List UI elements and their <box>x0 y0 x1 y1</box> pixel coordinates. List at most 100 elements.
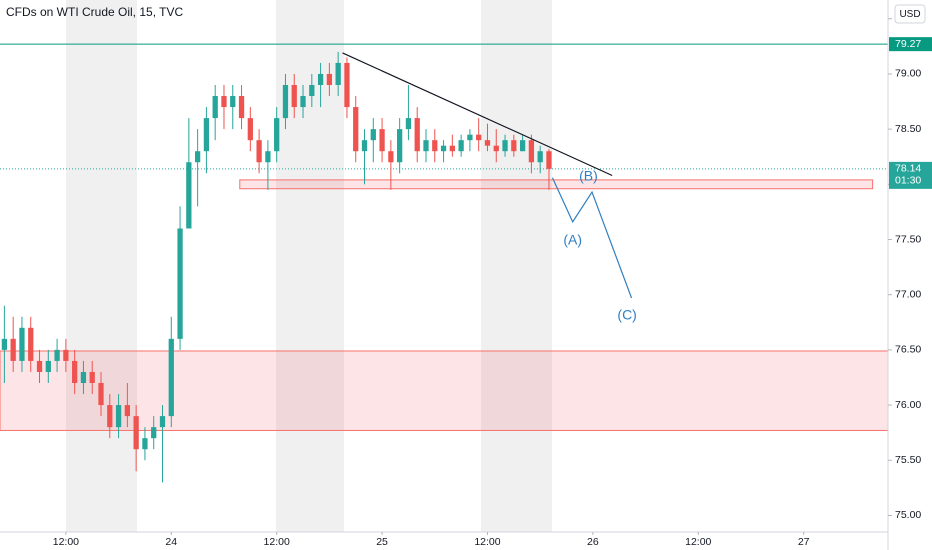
x-tick-label: 12:00 <box>685 536 711 548</box>
candle-body <box>36 360 43 372</box>
candle-body <box>476 134 482 141</box>
candle-body <box>282 84 289 119</box>
candle-body <box>405 118 412 130</box>
level-price-label: 79.27 <box>895 38 921 50</box>
candle-body <box>335 62 341 85</box>
candle-body <box>80 371 87 383</box>
x-tick-label: 25 <box>376 536 388 548</box>
candle-body <box>265 151 271 163</box>
candle-body <box>300 96 306 108</box>
candle-body <box>238 96 245 119</box>
candle-body <box>45 360 51 372</box>
currency-label[interactable]: USD <box>899 9 920 20</box>
y-tick-label: 78.50 <box>895 123 921 135</box>
candle-body <box>449 145 455 152</box>
time-axis-panel <box>0 532 888 550</box>
y-tick-label: 75.50 <box>895 454 921 466</box>
candle-body <box>107 405 113 428</box>
candle-body <box>124 405 130 417</box>
y-tick-label: 77.00 <box>895 288 921 300</box>
candle-body <box>63 349 69 361</box>
candle-body <box>159 416 166 428</box>
price-axis-panel <box>888 0 932 550</box>
candle-body <box>519 140 526 152</box>
candle-body <box>317 73 324 85</box>
x-tick-label: 24 <box>165 536 177 548</box>
candle-body <box>458 140 464 152</box>
candle-body <box>361 140 368 152</box>
candle-body <box>397 129 403 163</box>
candle-body <box>537 151 543 163</box>
candle-body <box>142 438 148 450</box>
y-tick-label: 77.50 <box>895 233 921 245</box>
x-tick-label: 12:00 <box>264 536 290 548</box>
wave-path <box>551 177 633 299</box>
candle-body <box>221 96 227 108</box>
level-price-box <box>889 37 932 52</box>
wave-label: (B) <box>579 167 598 183</box>
trendline <box>342 52 613 177</box>
candle-body <box>528 140 535 163</box>
candle-body <box>256 140 262 163</box>
x-tick-label: 12:00 <box>474 536 500 548</box>
candle-body <box>502 140 508 152</box>
candle-body <box>467 134 473 141</box>
candle-body <box>546 151 552 169</box>
candle-body <box>247 118 253 141</box>
session-shade <box>66 0 137 532</box>
candle-body <box>309 84 315 97</box>
x-tick-label: 27 <box>798 536 810 548</box>
x-tick-label: 12:00 <box>53 536 79 548</box>
candle-body <box>115 405 122 428</box>
session-shade <box>481 0 552 532</box>
y-tick-label: 76.50 <box>895 344 921 356</box>
candle-body <box>353 107 359 152</box>
candle-body <box>414 118 420 152</box>
candle-body <box>186 162 192 229</box>
candle-body <box>72 360 78 383</box>
candle-body <box>89 371 95 383</box>
last-price-label: 78.14 <box>895 163 921 175</box>
wave-label: (C) <box>617 306 636 322</box>
candle-body <box>1 338 8 350</box>
candle-body <box>370 129 376 141</box>
candle-body <box>54 349 60 361</box>
candle-body <box>168 338 174 417</box>
zone <box>239 179 874 190</box>
session-shade <box>276 0 344 532</box>
y-tick-label: 76.00 <box>895 399 921 411</box>
candle-body <box>10 338 16 361</box>
candle-body <box>177 228 183 339</box>
plot-area: (A) (B) (C) <box>0 0 889 532</box>
candle-body <box>212 96 218 119</box>
candle-body <box>274 118 280 152</box>
currency-button[interactable] <box>894 4 926 24</box>
candle-body <box>19 327 25 361</box>
zone <box>0 350 889 431</box>
candle-body <box>326 73 333 85</box>
candle-body <box>440 145 447 152</box>
candle-body <box>151 427 157 439</box>
candle-body <box>423 140 429 152</box>
x-tick-label: 26 <box>587 536 599 548</box>
y-tick-label: 79.00 <box>895 68 921 80</box>
candle-body <box>344 62 350 108</box>
candle-body <box>133 416 139 450</box>
wave-label: (A) <box>563 231 582 247</box>
candle-body <box>98 382 104 406</box>
countdown-label: 01:30 <box>895 175 921 187</box>
candle-body <box>230 96 236 108</box>
candle-body <box>484 140 491 146</box>
candle-body <box>194 151 201 163</box>
y-tick-label: 75.00 <box>895 509 921 521</box>
candle-body <box>203 118 210 152</box>
candle-body <box>432 140 438 152</box>
last-price-box <box>889 161 932 189</box>
chart-title: CFDs on WTI Crude Oil, 15, TVC <box>6 5 183 19</box>
candle-body <box>388 151 394 163</box>
candle-body <box>493 145 499 152</box>
candle-body <box>291 84 297 108</box>
